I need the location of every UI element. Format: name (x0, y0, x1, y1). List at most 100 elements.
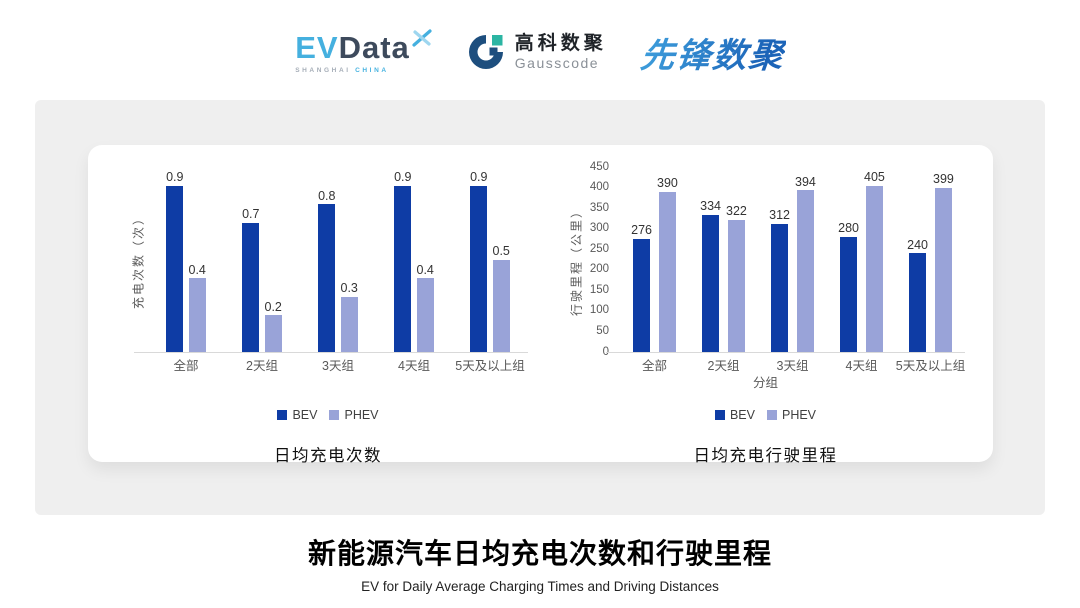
value-label: 0.5 (492, 244, 510, 258)
value-label: 399 (933, 172, 954, 187)
bar-bev (771, 223, 789, 352)
x-axis-title: 分组 (752, 376, 778, 390)
value-label: 390 (657, 176, 678, 191)
bar-column: 312 (769, 167, 790, 352)
evdata-china: CHINA (355, 67, 389, 75)
y-axis-title-text: 行驶里程（公里） (569, 203, 584, 316)
value-label: 0.3 (340, 281, 358, 295)
value-label: 0.9 (166, 170, 184, 184)
chart-title: 日均充电次数 (274, 447, 382, 465)
category-label: 4天组 (398, 359, 430, 373)
y-tick-label: 200 (589, 263, 609, 276)
charts-row: 充电次数（次） 0.9 0.4 全部 0.7 0.2 2天组 0.8 0.3 3天组 0.9 0.4… (88, 145, 993, 466)
gausscode-mark-icon (468, 35, 503, 69)
legend-swatch (329, 410, 340, 420)
category-label: 3天组 (776, 359, 809, 373)
y-tick-label: 300 (589, 221, 609, 234)
x-axis-title (128, 376, 528, 394)
bar-bev (909, 253, 927, 352)
footer: 新能源汽车日均充电次数和行驶里程 EV for Daily Average Ch… (0, 532, 1080, 594)
bar-group: 0.8 0.3 3天组 (300, 167, 376, 376)
bar-group: 0.9 0.4 4天组 (376, 167, 452, 376)
value-label: 0.4 (416, 262, 434, 277)
legend-swatch (766, 410, 777, 420)
gausscode-en-name: Gausscode (514, 54, 600, 71)
bar-pair: 240 399 (907, 167, 954, 352)
bar-column: 0.3 (341, 167, 358, 352)
y-tick-label: 250 (589, 242, 609, 255)
bar-phev (865, 185, 883, 352)
legend-item-phev: PHEV (329, 408, 379, 422)
bar-pair: 276 390 (631, 167, 678, 352)
header-logo-row: EV Data SHANGHAI CHINA 高科数聚 Gausscode 先锋数… (0, 20, 1080, 84)
value-label: 276 (631, 223, 652, 238)
category-label: 5天及以上组 (455, 359, 525, 373)
bar-pair: 0.9 0.4 (394, 167, 434, 352)
chart-title: 日均充电行驶里程 (693, 447, 838, 465)
bar-bev (702, 214, 720, 352)
bar-phev (658, 191, 676, 352)
page-subtitle: EV for Daily Average Charging Times and … (361, 579, 719, 594)
category-label: 2天组 (246, 359, 278, 373)
value-label: 0.8 (318, 188, 336, 203)
legend: BEV PHEV (128, 408, 528, 422)
bar-group: 0.9 0.4 全部 (148, 167, 224, 376)
legend: BEV PHEV (566, 408, 965, 422)
chart-card: 充电次数（次） 0.9 0.4 全部 0.7 0.2 2天组 0.8 0.3 3天组 0.9 0.4… (88, 145, 993, 465)
bar-phev (264, 315, 282, 352)
bar-column: 0.7 (242, 167, 260, 352)
y-tick-label: 150 (589, 283, 609, 296)
bar-column: 322 (726, 167, 747, 352)
bar-phev (492, 259, 510, 352)
chart-daily-driving-distance: 行驶里程（公里） 0 50 100 150 200 250 300 350 400 450 276… (566, 161, 966, 466)
bar-column: 280 (838, 167, 859, 352)
bar-pair: 0.9 0.4 (166, 167, 206, 352)
y-tick-label: 450 (589, 160, 609, 173)
value-label: 334 (700, 199, 721, 214)
y-axis-title: 充电次数（次） (128, 167, 148, 352)
value-label: 0.2 (264, 299, 282, 314)
bar-bev (318, 204, 336, 352)
bar-column: 0.9 (166, 167, 184, 352)
legend-label: BEV (729, 408, 755, 422)
category-label: 2天组 (707, 359, 740, 373)
value-label: 312 (769, 208, 790, 223)
bar-group: 0.7 0.2 2天组 (224, 167, 300, 376)
bar-group: 0.9 0.5 5天及以上组 (452, 167, 528, 376)
bar-pair: 334 322 (700, 167, 747, 352)
category-label: 4天组 (845, 359, 878, 373)
y-axis: 0 50 100 150 200 250 300 350 400 450 (586, 161, 616, 357)
bar-phev (727, 219, 745, 352)
y-tick-label: 400 (589, 180, 609, 193)
evdata-x-icon (412, 29, 432, 47)
legend-swatch (277, 410, 288, 420)
bar-column: 276 (631, 167, 652, 352)
groups-row: 0.9 0.4 全部 0.7 0.2 2天组 0.8 0.3 3天组 0.9 0.4 4天组 0.9 0.… (148, 167, 528, 376)
gausscode-cn-name: 高科数聚 (514, 32, 607, 54)
y-tick-label: 350 (589, 201, 609, 214)
value-label: 394 (795, 174, 816, 189)
bar-column: 240 (907, 167, 928, 352)
legend-label: BEV (292, 408, 318, 422)
value-label: 0.9 (470, 170, 488, 184)
bar-pair: 280 405 (838, 167, 885, 352)
gausscode-logo: 高科数聚 Gausscode (466, 32, 607, 72)
bar-column: 0.5 (493, 167, 510, 352)
bar-phev (416, 278, 434, 352)
legend-label: PHEV (781, 408, 817, 422)
bar-bev (394, 185, 412, 352)
bar-column: 399 (933, 167, 954, 352)
x-axis-line (134, 352, 528, 353)
bar-column: 0.2 (265, 167, 282, 352)
bar-group: 334 322 2天组 (689, 167, 758, 376)
evdata-ev-text: EV (295, 30, 339, 66)
value-label: 405 (864, 170, 885, 184)
value-label: 280 (838, 221, 859, 236)
y-axis-title-text: 充电次数（次） (131, 210, 146, 309)
category-label: 3天组 (322, 359, 354, 373)
bar-phev (340, 296, 358, 352)
value-label: 322 (726, 204, 747, 219)
bar-column: 0.9 (394, 167, 412, 352)
evdata-logo: EV Data SHANGHAI CHINA (295, 29, 432, 75)
bar-pair: 0.8 0.3 (318, 167, 358, 352)
